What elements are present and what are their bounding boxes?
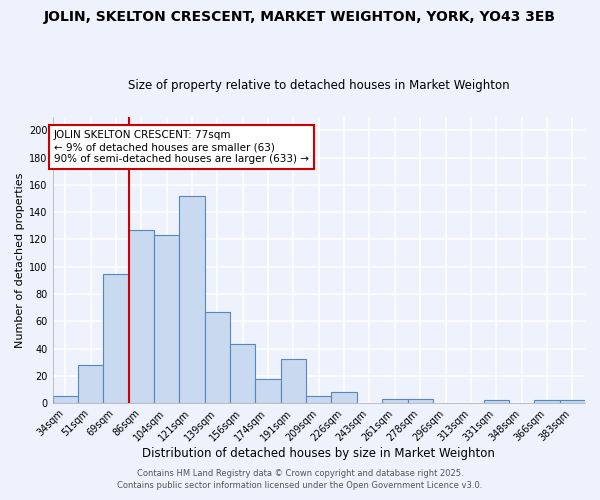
Bar [407, 399, 433, 403]
Bar [331, 392, 357, 403]
Bar [484, 400, 509, 403]
Bar [534, 400, 560, 403]
Bar [256, 378, 281, 403]
Bar [560, 400, 585, 403]
Bar [281, 360, 306, 403]
Bar [205, 312, 230, 403]
Bar [179, 196, 205, 403]
Bar [154, 236, 179, 403]
Title: Size of property relative to detached houses in Market Weighton: Size of property relative to detached ho… [128, 79, 509, 92]
Bar [306, 396, 331, 403]
Bar [78, 365, 103, 403]
Text: Contains HM Land Registry data © Crown copyright and database right 2025.
Contai: Contains HM Land Registry data © Crown c… [118, 468, 482, 490]
Bar [128, 230, 154, 403]
Bar [103, 274, 128, 403]
Text: JOLIN SKELTON CRESCENT: 77sqm
← 9% of detached houses are smaller (63)
90% of se: JOLIN SKELTON CRESCENT: 77sqm ← 9% of de… [54, 130, 309, 164]
Bar [382, 399, 407, 403]
X-axis label: Distribution of detached houses by size in Market Weighton: Distribution of detached houses by size … [142, 447, 495, 460]
Y-axis label: Number of detached properties: Number of detached properties [15, 172, 25, 348]
Bar [230, 344, 256, 403]
Text: JOLIN, SKELTON CRESCENT, MARKET WEIGHTON, YORK, YO43 3EB: JOLIN, SKELTON CRESCENT, MARKET WEIGHTON… [44, 10, 556, 24]
Bar [53, 396, 78, 403]
